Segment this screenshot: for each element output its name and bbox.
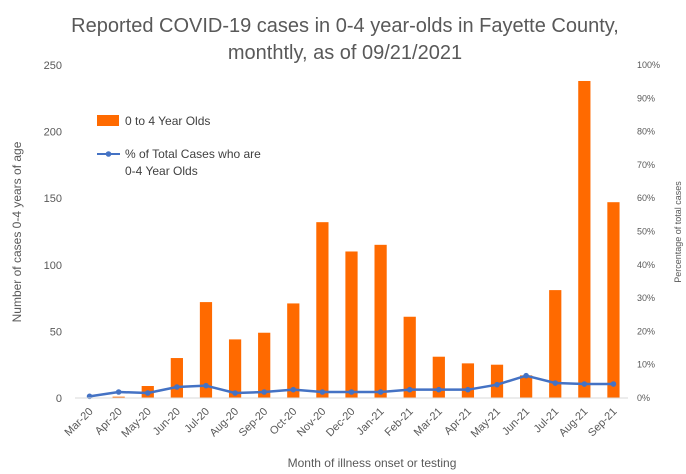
y2-tick-label: 30% — [637, 293, 655, 303]
y2-tick-label: 10% — [637, 360, 655, 370]
bar-series — [112, 80, 620, 398]
pct-point-Apr-21 — [465, 386, 471, 393]
y2-tick-label: 90% — [637, 93, 655, 103]
legend-bar-swatch — [97, 115, 119, 126]
y-tick-label: 50 — [50, 326, 62, 338]
x-tick-label: Aug-20 — [208, 406, 242, 440]
y2-tick-label: 20% — [637, 326, 655, 336]
bar-Sep-20 — [258, 332, 271, 398]
x-tick-label: Nov-20 — [295, 406, 329, 440]
bar-May-21 — [490, 364, 504, 398]
x-tick-label: May-21 — [469, 406, 503, 440]
bar-Sep-21 — [607, 202, 620, 398]
legend-line-label-2: 0-4 Year Olds — [125, 164, 198, 178]
pct-point-Feb-21 — [406, 386, 413, 393]
x-tick-label: Mar-21 — [412, 406, 445, 439]
pct-point-Jun-21 — [523, 372, 529, 379]
y-tick-label: 0 — [56, 393, 62, 405]
x-tick-label: Sep-21 — [586, 406, 620, 440]
x-tick-label: Jan-21 — [354, 406, 386, 438]
pct-point-Aug-20 — [232, 390, 238, 396]
y2-tick-label: 40% — [637, 260, 655, 270]
x-tick-label: Jun-20 — [151, 406, 183, 438]
pct-point-Mar-21 — [436, 386, 442, 393]
bar-Dec-20 — [345, 251, 358, 398]
x-tick-label: Feb-21 — [383, 406, 416, 439]
pct-point-Jul-20 — [203, 382, 209, 389]
bar-Mar-21 — [432, 356, 445, 398]
bar-Jul-20 — [199, 302, 213, 398]
bar-Jan-21 — [374, 244, 387, 398]
legend-line-label-1: % of Total Cases who are — [125, 147, 261, 161]
y-tick-label: 200 — [44, 127, 62, 139]
bar-Nov-20 — [316, 222, 329, 398]
y2-tick-label: 50% — [637, 227, 655, 237]
pct-point-Sep-20 — [261, 389, 267, 395]
bar-Jun-20 — [170, 358, 183, 398]
pct-point-Sep-21 — [610, 381, 617, 387]
y2-tick-label: 100% — [637, 60, 660, 70]
bar-Aug-20 — [228, 339, 242, 398]
legend: 0 to 4 Year Olds % of Total Cases who ar… — [97, 114, 261, 178]
y2-tick-label: 80% — [637, 127, 655, 137]
y-axis-ticks: 0 50 100 150 200 250 — [44, 60, 62, 405]
y2-tick-label: 70% — [637, 160, 655, 170]
y-tick-label: 100 — [44, 260, 62, 272]
line-series — [86, 372, 617, 400]
pct-point-May-20 — [144, 390, 151, 396]
bar-Jul-21 — [549, 290, 562, 398]
bar-Apr-20 — [112, 396, 125, 398]
bar-Aug-21 — [578, 80, 591, 398]
x-tick-label: Mar-20 — [63, 406, 96, 439]
bar-Apr-21 — [461, 363, 475, 398]
x-tick-label: May-20 — [119, 406, 153, 440]
bar-Feb-21 — [403, 316, 416, 398]
x-axis-label: Month of illness onset or testing — [288, 456, 457, 470]
pct-point-Jun-20 — [174, 384, 180, 390]
legend-bar-label: 0 to 4 Year Olds — [125, 114, 210, 128]
y-axis-label: Number of cases 0-4 years of age — [10, 141, 24, 322]
y2-tick-label: 0% — [637, 393, 650, 403]
y-tick-label: 150 — [44, 193, 62, 205]
bar-Jun-21 — [520, 375, 533, 398]
pct-point-Jul-21 — [552, 380, 559, 386]
x-tick-label: Sep-20 — [237, 406, 271, 440]
pct-point-Apr-20 — [115, 389, 122, 395]
y2-axis-label: Percentage of total cases — [673, 181, 683, 283]
pct-point-Nov-20 — [319, 389, 326, 395]
legend-line-marker — [105, 151, 112, 157]
pct-point-Aug-21 — [581, 381, 588, 387]
pct-point-Oct-20 — [290, 386, 297, 393]
y2-axis-ticks: 0% 10% 20% 30% 40% 50% 60% 70% 80% 90% 100% — [637, 60, 660, 403]
y2-tick-label: 60% — [637, 193, 655, 203]
y-tick-label: 250 — [44, 60, 62, 72]
x-tick-label: Aug-21 — [557, 406, 591, 440]
x-tick-label: Dec-20 — [324, 406, 358, 440]
bar-Oct-20 — [287, 303, 300, 398]
pct-point-Jan-21 — [377, 389, 384, 395]
pct-point-Dec-20 — [348, 389, 355, 395]
pct-point-May-21 — [494, 381, 500, 388]
chart-title-line-1: Reported COVID-19 cases in 0-4 year-olds… — [71, 15, 619, 37]
chart-title-line-2: monthtly, as of 09/21/2021 — [228, 42, 462, 64]
x-tick-label: Oct-20 — [268, 406, 300, 438]
x-tick-label: Jun-21 — [500, 406, 532, 438]
